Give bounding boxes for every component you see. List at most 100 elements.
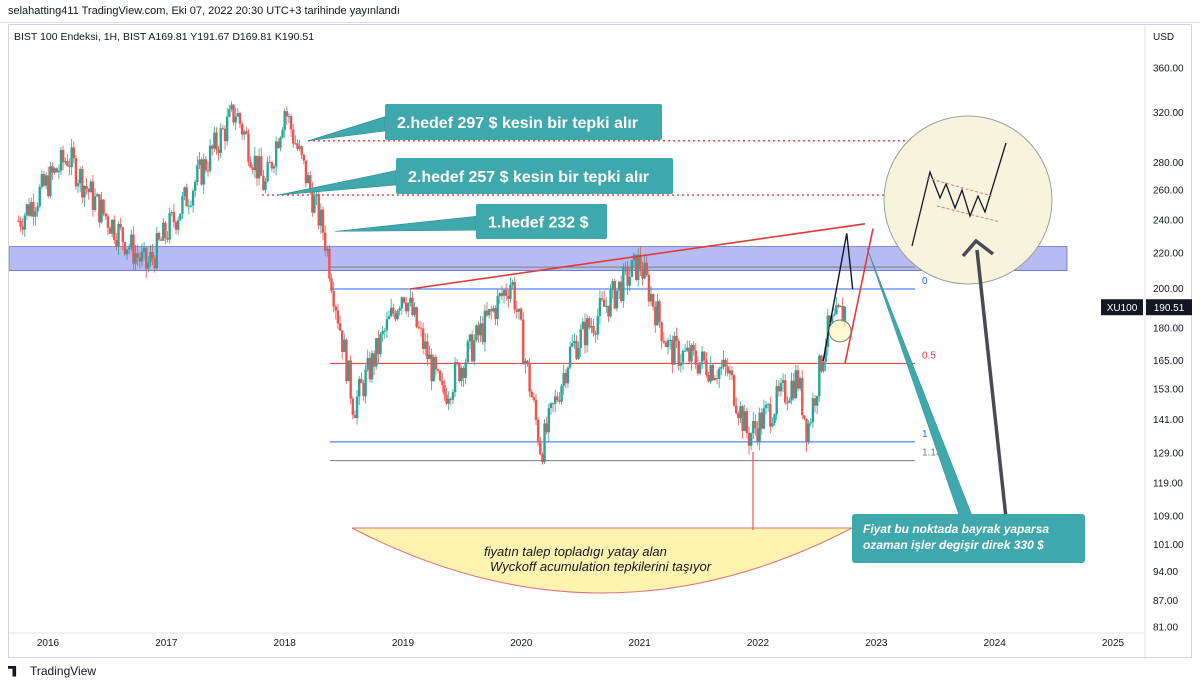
- candle-body: [641, 269, 644, 279]
- candle-body: [458, 363, 461, 382]
- candle-body: [98, 194, 101, 223]
- candle-body: [240, 123, 244, 135]
- candle-body: [396, 310, 399, 320]
- candle-body: [492, 308, 495, 312]
- publish-header: selahatting411 TradingView.com, Eki 07, …: [0, 0, 1200, 23]
- candle-body: [291, 129, 295, 144]
- candle-body: [455, 362, 459, 364]
- candle-body: [29, 201, 33, 216]
- candle-body: [432, 357, 435, 382]
- target-callout-232-box: [476, 204, 607, 239]
- candle-body: [837, 305, 840, 307]
- accumulation-text-line: fiyatın talep topladıgı yatay alan: [484, 544, 667, 559]
- candle-body: [545, 423, 548, 433]
- y-tick-label: 94.00: [1153, 567, 1178, 578]
- candle-body: [507, 295, 510, 299]
- last-price-value: 190.51: [1154, 303, 1185, 314]
- candle-body: [70, 147, 73, 168]
- candle-body: [460, 368, 463, 382]
- candle-body: [477, 325, 480, 336]
- candle-body: [752, 421, 755, 434]
- candle-body: [735, 405, 738, 414]
- candle-body: [811, 398, 815, 423]
- candle-body: [134, 253, 137, 264]
- candle-body: [445, 394, 448, 404]
- candle-body: [696, 364, 700, 374]
- candle-body: [707, 375, 710, 382]
- candle-body: [402, 297, 406, 303]
- flag-channel-bottom: [936, 205, 1001, 223]
- candle-body: [234, 116, 237, 123]
- candle-body: [300, 146, 303, 155]
- candle-body: [654, 306, 657, 326]
- candle-body: [198, 159, 201, 166]
- candle-body: [560, 385, 563, 402]
- candle-body: [375, 338, 378, 367]
- candle-body: [766, 404, 770, 406]
- x-tick-label: 2025: [1102, 638, 1125, 649]
- x-tick-label: 2022: [747, 638, 770, 649]
- fib-level-label: 0.5: [922, 350, 936, 361]
- candle-body: [238, 113, 242, 124]
- candle-body: [174, 222, 178, 230]
- candle-body: [247, 133, 250, 162]
- candle-body: [607, 305, 610, 317]
- candle-body: [200, 159, 203, 185]
- candle-body: [581, 321, 585, 330]
- currency-label: USD: [1153, 32, 1174, 43]
- plot-area: [9, 101, 1068, 594]
- candle-body: [470, 334, 474, 362]
- candle-body: [741, 406, 744, 432]
- candle-body: [289, 115, 293, 130]
- tradingview-logo[interactable]: TradingView: [8, 664, 96, 678]
- candle-body: [179, 213, 182, 221]
- y-tick-label: 280.00: [1153, 158, 1184, 169]
- candle-body: [536, 419, 540, 443]
- candle-body: [353, 414, 357, 418]
- candle-body: [372, 353, 376, 367]
- candle-body: [321, 209, 325, 233]
- candle-body: [328, 248, 331, 279]
- candle-body: [57, 170, 61, 173]
- candle-body: [515, 309, 519, 312]
- candle-body: [102, 199, 105, 214]
- candle-body: [281, 130, 284, 138]
- candle-body: [522, 319, 525, 365]
- candle-body: [332, 290, 335, 307]
- candle-body: [822, 361, 825, 372]
- candle-body: [78, 169, 82, 184]
- candle-body: [568, 346, 572, 368]
- candle-body: [298, 146, 301, 149]
- candle-body: [609, 290, 612, 317]
- candle-body: [155, 232, 159, 269]
- candle-body: [64, 161, 67, 163]
- candle-body: [651, 294, 655, 307]
- candle-body: [189, 205, 193, 207]
- candle-body: [709, 365, 712, 382]
- candle-body: [228, 109, 231, 117]
- candle-body: [747, 432, 751, 446]
- candle-body: [232, 104, 235, 123]
- candle-body: [558, 400, 561, 402]
- candle-body: [668, 339, 672, 341]
- candle-body: [807, 423, 810, 443]
- candle-body: [760, 412, 763, 429]
- candle-body: [600, 298, 604, 300]
- candle-body: [828, 315, 832, 323]
- fib-level-label: 1.13: [922, 448, 942, 459]
- candle-body: [151, 252, 154, 259]
- candle-body: [658, 301, 661, 323]
- accumulation-text-line: Wyckoff acumulation tepkilerini taşıyor: [490, 559, 712, 574]
- candle-body: [343, 339, 346, 352]
- flag-channel-top: [926, 177, 993, 197]
- candle-body: [360, 378, 363, 384]
- candle-body: [779, 382, 783, 392]
- candle-body: [830, 315, 834, 323]
- y-tick-label: 260.00: [1153, 186, 1184, 197]
- candle-body: [649, 294, 653, 302]
- y-tick-label: 87.00: [1153, 596, 1178, 607]
- candle-body: [76, 183, 80, 187]
- candle-body: [409, 297, 412, 303]
- candle-body: [66, 161, 69, 166]
